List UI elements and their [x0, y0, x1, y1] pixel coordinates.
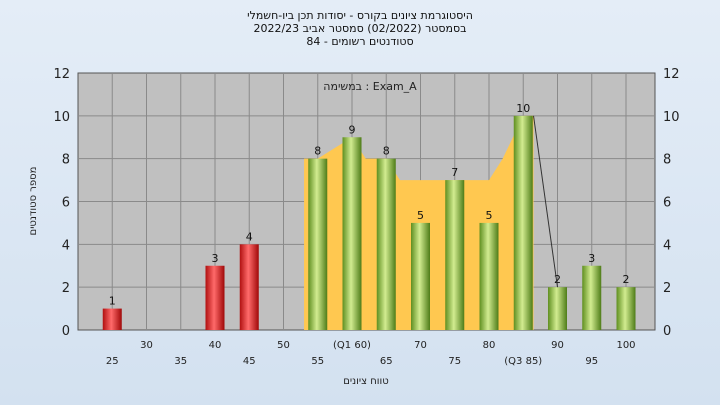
histogram-bar — [616, 287, 636, 330]
x-tick-label: 40 — [209, 340, 222, 351]
y-tick-left: 6 — [62, 196, 70, 211]
histogram-bar — [239, 244, 259, 330]
y-tick-right: 4 — [663, 238, 671, 253]
y-tick-left: 8 — [62, 153, 70, 168]
x-tick-label: 75 — [448, 356, 461, 367]
chart-titles: היסטוגרמת ציונים בקורס - יסודות תכן ביו-… — [0, 9, 720, 48]
x-tick-label: 35 — [174, 356, 187, 367]
histogram-bar — [342, 137, 362, 330]
x-tick-label: (Q3 85) — [504, 356, 542, 367]
bar-value-label: 2 — [623, 273, 630, 286]
x-tick-label: 70 — [414, 340, 427, 351]
y-tick-right: 8 — [663, 153, 671, 168]
bar-value-label: 10 — [516, 102, 530, 115]
y-tick-right: 0 — [663, 324, 671, 339]
x-tick-label: 50 — [277, 340, 290, 351]
chart-title: היסטוגרמת ציונים בקורס - יסודות תכן ביו-… — [247, 9, 473, 22]
x-tick-label: (Q1 60) — [333, 340, 371, 351]
x-tick-label: 30 — [140, 340, 153, 351]
x-tick-label: 65 — [380, 356, 393, 367]
y-tick-right: 2 — [663, 281, 671, 296]
y-tick-right: 6 — [663, 196, 671, 211]
x-tick-label: 55 — [311, 356, 324, 367]
histogram-bar — [205, 265, 225, 330]
bar-value-label: 2 — [554, 273, 561, 286]
histogram-bar — [513, 115, 533, 330]
bar-value-label: 3 — [212, 252, 219, 265]
y-tick-right: 10 — [663, 110, 680, 125]
x-tick-label: 95 — [585, 356, 598, 367]
bar-value-label: 3 — [588, 252, 595, 265]
y-tick-left: 0 — [62, 324, 70, 339]
x-tick-label: 90 — [551, 340, 564, 351]
histogram-bar — [376, 158, 396, 330]
x-axis-label: טווח ציונים — [343, 376, 388, 387]
histogram-bar — [582, 265, 602, 330]
bar-value-label: 5 — [417, 209, 424, 222]
y-tick-left: 2 — [62, 281, 70, 296]
y-tick-left: 12 — [53, 67, 70, 82]
bar-value-label: 4 — [246, 230, 253, 243]
chart-subtitle: בסמסטר (02/2022) סמסטר אביב 2022/23 — [253, 22, 467, 35]
histogram-bar — [308, 158, 328, 330]
x-tick-label: 80 — [483, 340, 496, 351]
bar-value-label: 8 — [383, 145, 390, 158]
histogram-bar — [479, 222, 499, 330]
students-count: סטודנטים רשומים - 84 — [306, 35, 414, 48]
bar-value-label: 9 — [349, 123, 356, 136]
y-tick-left: 10 — [53, 110, 70, 125]
y-axis-label: מספר סטודנטים — [28, 167, 39, 236]
histogram-bar — [411, 222, 430, 330]
histogram-bar — [102, 308, 122, 330]
x-tick-label: 25 — [106, 356, 119, 367]
bar-value-label: 7 — [451, 166, 458, 179]
histogram-bar — [548, 287, 567, 330]
x-tick-label: 100 — [616, 340, 635, 351]
histogram-bar — [445, 180, 465, 330]
trend-line — [533, 115, 558, 288]
exam-annotation: במשימה : Exam_A — [323, 80, 417, 93]
bar-value-label: 5 — [486, 209, 493, 222]
bar-value-label: 8 — [314, 145, 321, 158]
bar-value-label: 1 — [109, 295, 116, 308]
x-tick-label: 45 — [243, 356, 256, 367]
y-tick-left: 4 — [62, 238, 70, 253]
y-tick-right: 12 — [663, 67, 680, 82]
